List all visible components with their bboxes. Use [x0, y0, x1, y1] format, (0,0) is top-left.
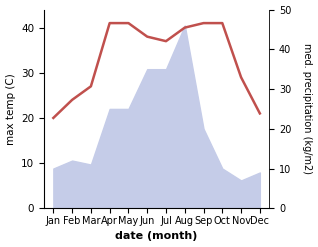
X-axis label: date (month): date (month) [115, 231, 198, 242]
Y-axis label: med. precipitation (kg/m2): med. precipitation (kg/m2) [302, 43, 313, 174]
Y-axis label: max temp (C): max temp (C) [5, 73, 16, 145]
